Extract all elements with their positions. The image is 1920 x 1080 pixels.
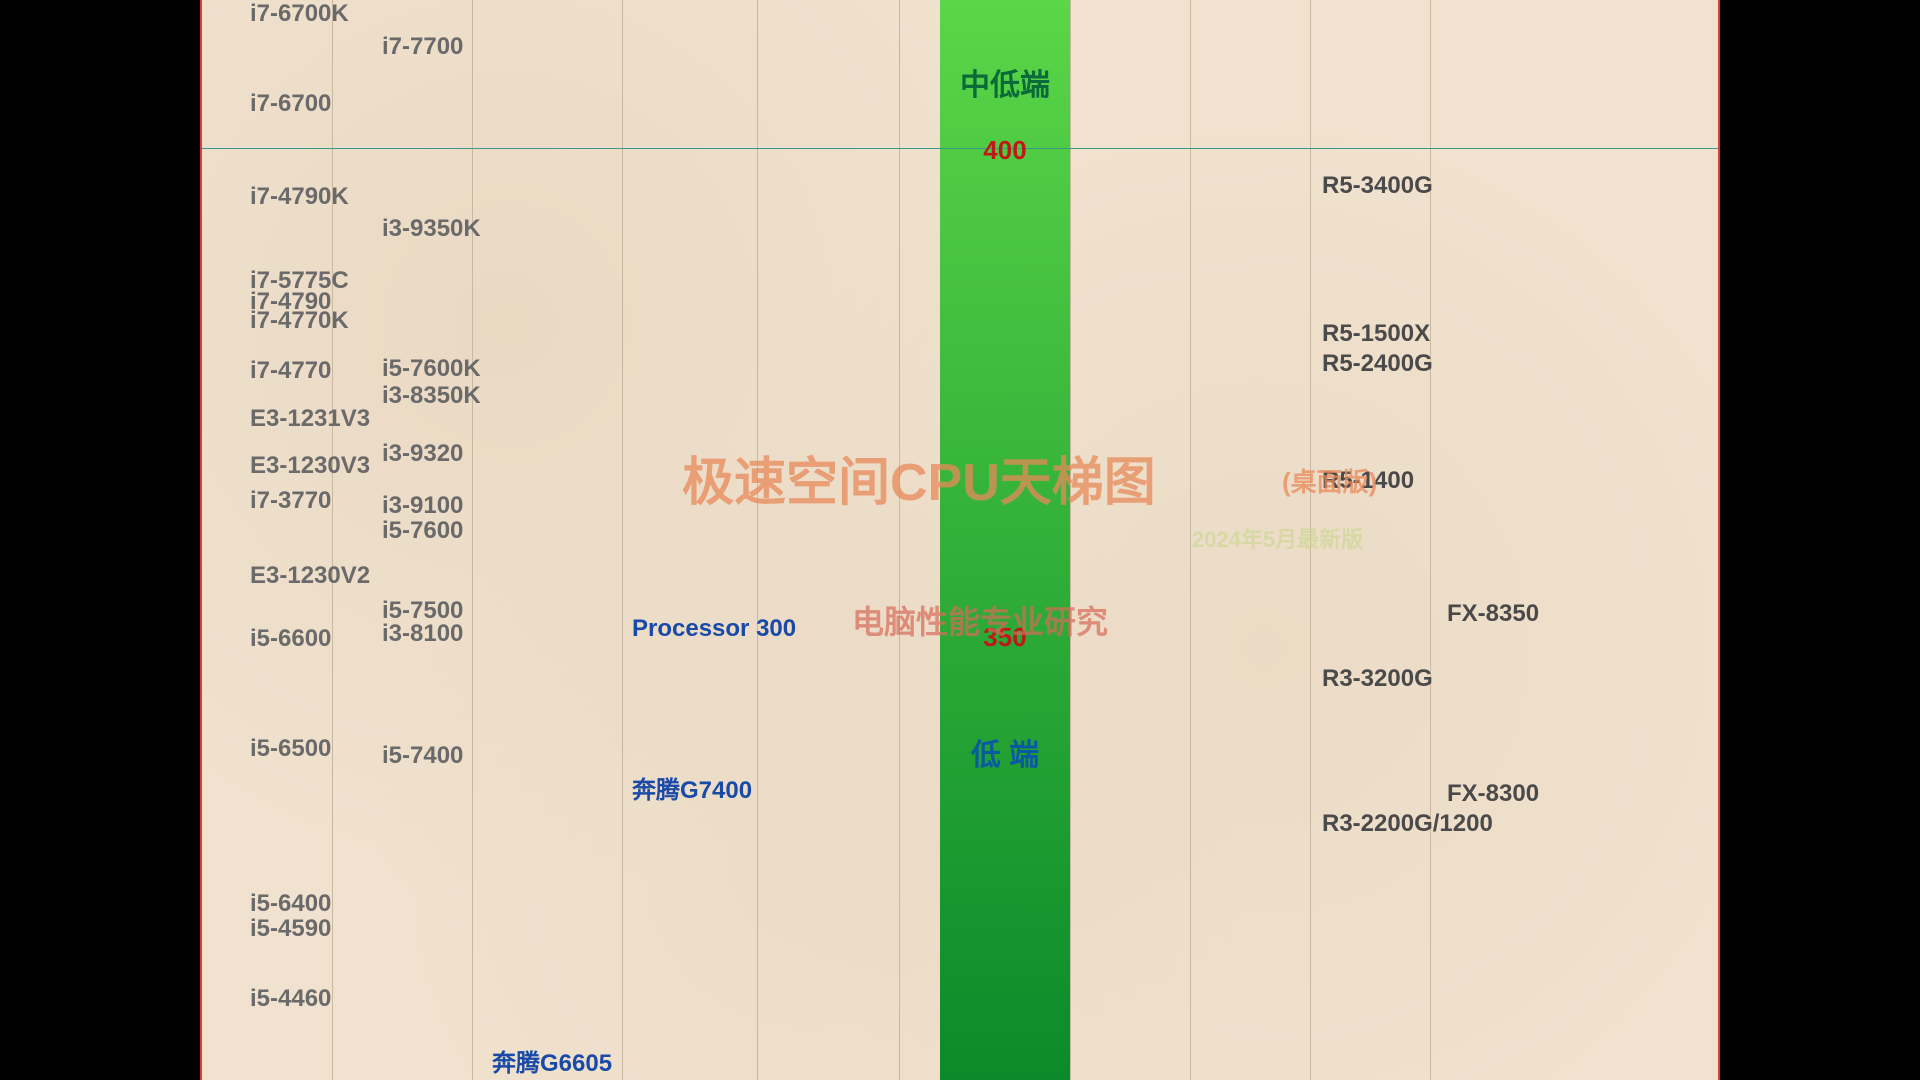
column-divider xyxy=(1070,0,1071,1080)
cpu-label: i5-7600K xyxy=(382,355,481,383)
cpu-label: i7-6700 xyxy=(250,90,331,118)
watermark-subtitle: (桌面版) xyxy=(1282,462,1377,499)
cpu-label: R3-2200G/1200 xyxy=(1322,810,1493,838)
cpu-label: i5-7400 xyxy=(382,742,463,770)
cpu-label: FX-8350 xyxy=(1447,600,1539,628)
cpu-label: i3-8100 xyxy=(382,620,463,648)
watermark-date: 2024年5月最新版 xyxy=(1192,522,1363,554)
tier-label: 中低端 xyxy=(960,60,1050,104)
cpu-label: E3-1230V2 xyxy=(250,562,370,590)
cpu-label: R5-1500X xyxy=(1322,320,1430,348)
cpu-label: i7-4770 xyxy=(250,357,331,385)
cpu-label: FX-8300 xyxy=(1447,780,1539,808)
cpu-label: E3-1231V3 xyxy=(250,405,370,433)
cpu-label: i7-4790K xyxy=(250,183,349,211)
column-divider xyxy=(332,0,333,1080)
cpu-label: 奔腾G6605 xyxy=(492,1043,612,1078)
tier-divider-line xyxy=(202,148,1718,149)
tier-label: 低 端 xyxy=(971,730,1039,774)
tier-value-marker: 400 xyxy=(983,135,1026,166)
cpu-label: i5-6500 xyxy=(250,735,331,763)
cpu-label: i3-9100 xyxy=(382,492,463,520)
column-divider xyxy=(1190,0,1191,1080)
cpu-tier-chart: 400350 中低端低 端 i7-6700Ki7-7700i7-6700i7-4… xyxy=(200,0,1720,1080)
cpu-label: i7-3770 xyxy=(250,487,331,515)
column-divider xyxy=(622,0,623,1080)
cpu-label: i5-6400 xyxy=(250,890,331,918)
cpu-label: i5-4590 xyxy=(250,915,331,943)
cpu-label: R5-3400G xyxy=(1322,172,1433,200)
cpu-label: i3-9320 xyxy=(382,440,463,468)
cpu-label: E3-1230V3 xyxy=(250,452,370,480)
cpu-label: i7-6700K xyxy=(250,0,349,28)
cpu-label: R5-2400G xyxy=(1322,350,1433,378)
cpu-label: i7-7700 xyxy=(382,33,463,61)
cpu-label: 奔腾G7400 xyxy=(632,770,752,805)
column-divider xyxy=(472,0,473,1080)
cpu-label: i3-9350K xyxy=(382,215,481,243)
cpu-label: i3-8350K xyxy=(382,382,481,410)
column-divider xyxy=(899,0,900,1080)
cpu-label: i5-4460 xyxy=(250,985,331,1013)
cpu-label: Processor 300 xyxy=(632,615,796,643)
column-divider xyxy=(1430,0,1431,1080)
watermark-title: 极速空间CPU天梯图 xyxy=(682,440,1156,515)
column-divider xyxy=(757,0,758,1080)
cpu-label: i7-4770K xyxy=(250,307,349,335)
watermark-tagline: 电脑性能专业研究 xyxy=(852,597,1108,643)
cpu-label: i5-6600 xyxy=(250,625,331,653)
cpu-label: R3-3200G xyxy=(1322,665,1433,693)
cpu-label: i5-7600 xyxy=(382,517,463,545)
